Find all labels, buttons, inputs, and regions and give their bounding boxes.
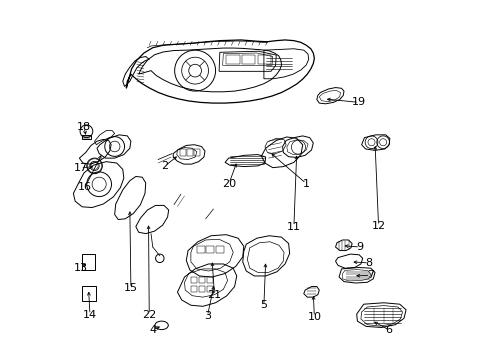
Text: 13: 13 [73, 263, 87, 273]
Text: 20: 20 [222, 179, 236, 189]
Text: 12: 12 [371, 221, 385, 231]
Text: 4: 4 [149, 325, 156, 335]
Text: 5: 5 [260, 300, 267, 310]
Text: 2: 2 [161, 161, 168, 171]
Text: 10: 10 [307, 312, 321, 322]
Text: 17: 17 [73, 163, 87, 173]
Text: 9: 9 [356, 242, 363, 252]
Text: 18: 18 [77, 122, 91, 132]
Text: 7: 7 [366, 270, 374, 280]
Text: 15: 15 [123, 283, 138, 293]
Text: 16: 16 [78, 182, 92, 192]
Text: 11: 11 [286, 221, 300, 231]
Text: 8: 8 [365, 258, 372, 268]
Text: 3: 3 [203, 311, 210, 321]
Text: 14: 14 [83, 310, 97, 320]
Text: 1: 1 [302, 179, 309, 189]
Text: 6: 6 [385, 325, 392, 335]
Text: 22: 22 [142, 310, 156, 320]
Text: 21: 21 [207, 291, 221, 300]
Text: 19: 19 [351, 98, 366, 107]
